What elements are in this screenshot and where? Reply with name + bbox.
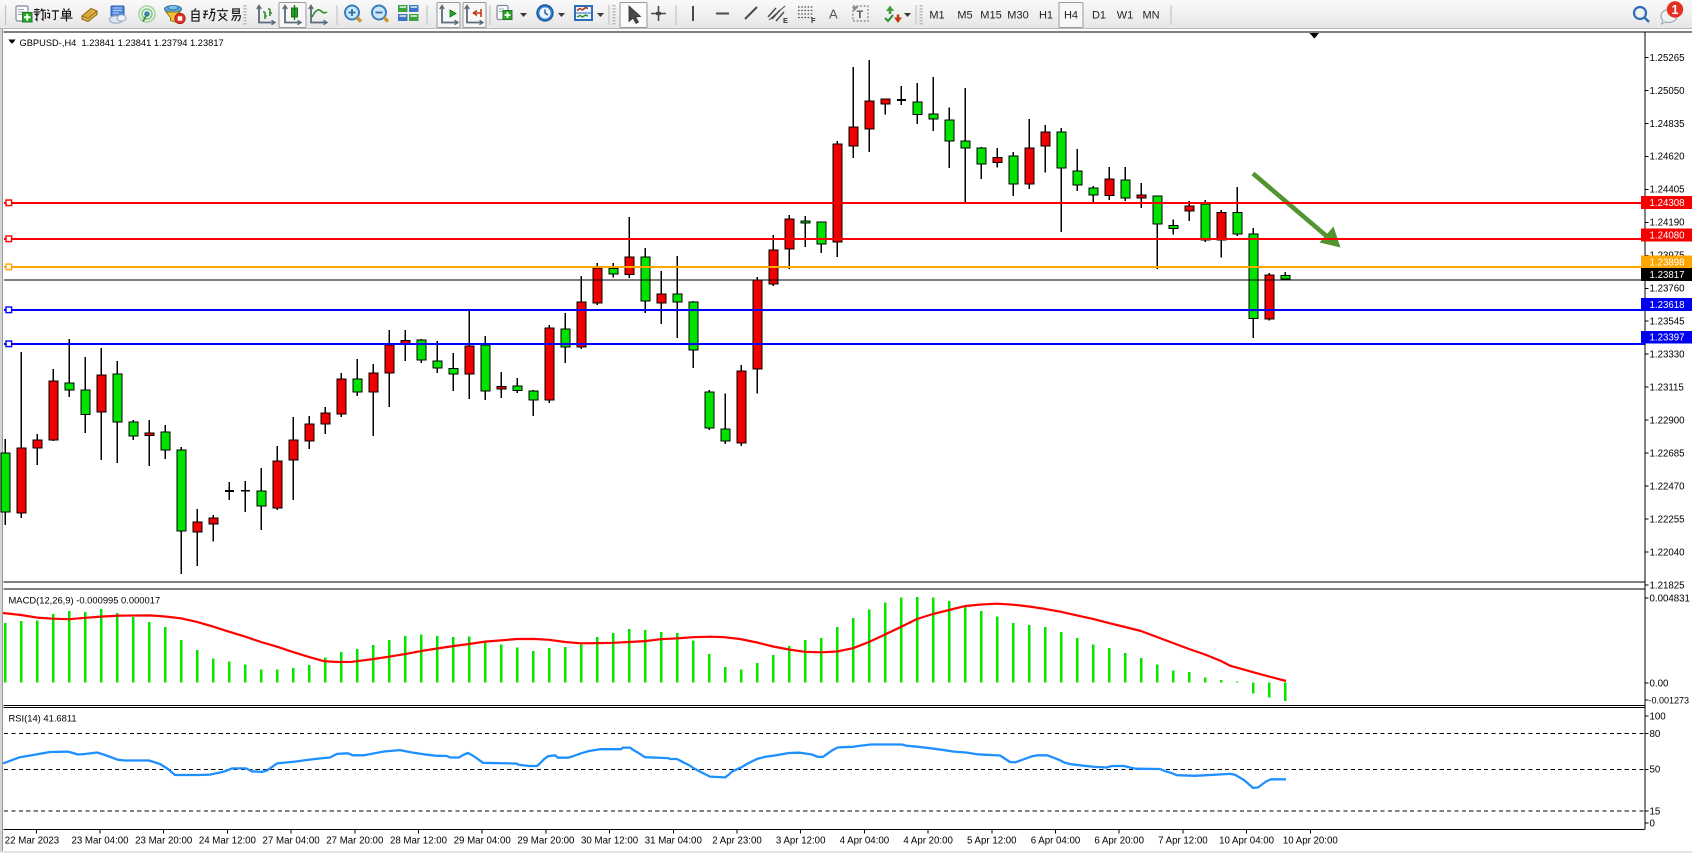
svg-text:1.22255: 1.22255 [1650, 515, 1685, 526]
svg-text:50: 50 [1650, 765, 1661, 776]
svg-text:80: 80 [1650, 729, 1661, 740]
svg-text:1.23397: 1.23397 [1650, 333, 1685, 344]
svg-text:1: 1 [1672, 3, 1679, 17]
svg-text:M1: M1 [929, 10, 944, 22]
svg-text:27 Mar 20:00: 27 Mar 20:00 [326, 836, 384, 847]
svg-text:1.22040: 1.22040 [1650, 548, 1686, 559]
svg-text:1.25265: 1.25265 [1650, 53, 1685, 64]
svg-text:1.22900: 1.22900 [1650, 416, 1686, 427]
svg-text:23 Mar 20:00: 23 Mar 20:00 [135, 836, 193, 847]
svg-text:H1: H1 [1039, 10, 1053, 22]
svg-text:MN: MN [1142, 10, 1159, 22]
svg-text:F: F [811, 16, 816, 25]
svg-text:6 Apr 04:00: 6 Apr 04:00 [1031, 836, 1081, 847]
svg-text:0: 0 [1650, 818, 1656, 829]
svg-text:28 Mar 12:00: 28 Mar 12:00 [390, 836, 448, 847]
svg-text:1.24405: 1.24405 [1650, 185, 1685, 196]
svg-text:27 Mar 04:00: 27 Mar 04:00 [263, 836, 321, 847]
svg-text:1.23115: 1.23115 [1650, 383, 1684, 394]
svg-text:M30: M30 [1007, 10, 1028, 22]
svg-text:E: E [783, 16, 788, 25]
svg-text:D1: D1 [1092, 10, 1106, 22]
svg-text:29 Mar 04:00: 29 Mar 04:00 [454, 836, 512, 847]
svg-text:1.23545: 1.23545 [1650, 317, 1685, 328]
svg-text:6 Apr 20:00: 6 Apr 20:00 [1094, 836, 1144, 847]
svg-text:1.23330: 1.23330 [1650, 350, 1686, 361]
svg-text:4 Apr 04:00: 4 Apr 04:00 [840, 836, 890, 847]
svg-text:-0.001273: -0.001273 [1649, 695, 1690, 705]
svg-text:M15: M15 [980, 10, 1001, 22]
svg-text:2 Apr 23:00: 2 Apr 23:00 [712, 836, 762, 847]
svg-text:0.00: 0.00 [1650, 678, 1669, 689]
svg-text:GBPUSD-,H4 1.23841 1.23841 1.: GBPUSD-,H4 1.23841 1.23841 1.23794 1.238… [20, 38, 224, 48]
svg-text:29 Mar 20:00: 29 Mar 20:00 [517, 836, 575, 847]
svg-text:7 Apr 12:00: 7 Apr 12:00 [1158, 836, 1208, 847]
svg-text:24 Mar 12:00: 24 Mar 12:00 [199, 836, 257, 847]
svg-text:15: 15 [1650, 806, 1661, 817]
svg-text:100: 100 [1650, 711, 1667, 722]
svg-text:30 Mar 12:00: 30 Mar 12:00 [581, 836, 639, 847]
svg-text:1.22685: 1.22685 [1650, 449, 1685, 460]
svg-text:23 Mar 04:00: 23 Mar 04:00 [71, 836, 129, 847]
svg-text:MACD(12,26,9) -0.000995 0.0000: MACD(12,26,9) -0.000995 0.000017 [9, 595, 161, 606]
svg-text:RSI(14) 41.6811: RSI(14) 41.6811 [9, 713, 77, 724]
svg-text:1.25050: 1.25050 [1650, 86, 1686, 97]
svg-text:22 Mar 2023: 22 Mar 2023 [5, 836, 59, 847]
svg-text:M5: M5 [957, 10, 972, 22]
svg-text:1.23760: 1.23760 [1650, 284, 1686, 295]
svg-text:10 Apr 20:00: 10 Apr 20:00 [1283, 836, 1339, 847]
svg-text:1.23898: 1.23898 [1650, 258, 1685, 269]
svg-text:T: T [857, 9, 864, 21]
svg-text:31 Mar 04:00: 31 Mar 04:00 [645, 836, 703, 847]
svg-text:W1: W1 [1117, 10, 1134, 22]
svg-text:1.22470: 1.22470 [1650, 482, 1686, 493]
svg-text:1.24080: 1.24080 [1650, 231, 1686, 242]
svg-text:H4: H4 [1064, 10, 1078, 22]
svg-text:1.24190: 1.24190 [1650, 218, 1686, 229]
svg-text:A: A [829, 7, 838, 22]
svg-text:10 Apr 04:00: 10 Apr 04:00 [1219, 836, 1275, 847]
svg-text:3 Apr 12:00: 3 Apr 12:00 [776, 836, 826, 847]
svg-text:1.24620: 1.24620 [1650, 152, 1686, 163]
svg-text:1.23618: 1.23618 [1650, 300, 1685, 311]
svg-text:1.24835: 1.24835 [1650, 119, 1685, 130]
svg-text:1.24308: 1.24308 [1650, 198, 1685, 209]
svg-text:0.004831: 0.004831 [1650, 593, 1690, 604]
svg-text:4 Apr 20:00: 4 Apr 20:00 [903, 836, 953, 847]
svg-text:1.23817: 1.23817 [1650, 270, 1685, 281]
svg-text:1.21825: 1.21825 [1650, 581, 1685, 592]
svg-text:5 Apr 12:00: 5 Apr 12:00 [967, 836, 1017, 847]
